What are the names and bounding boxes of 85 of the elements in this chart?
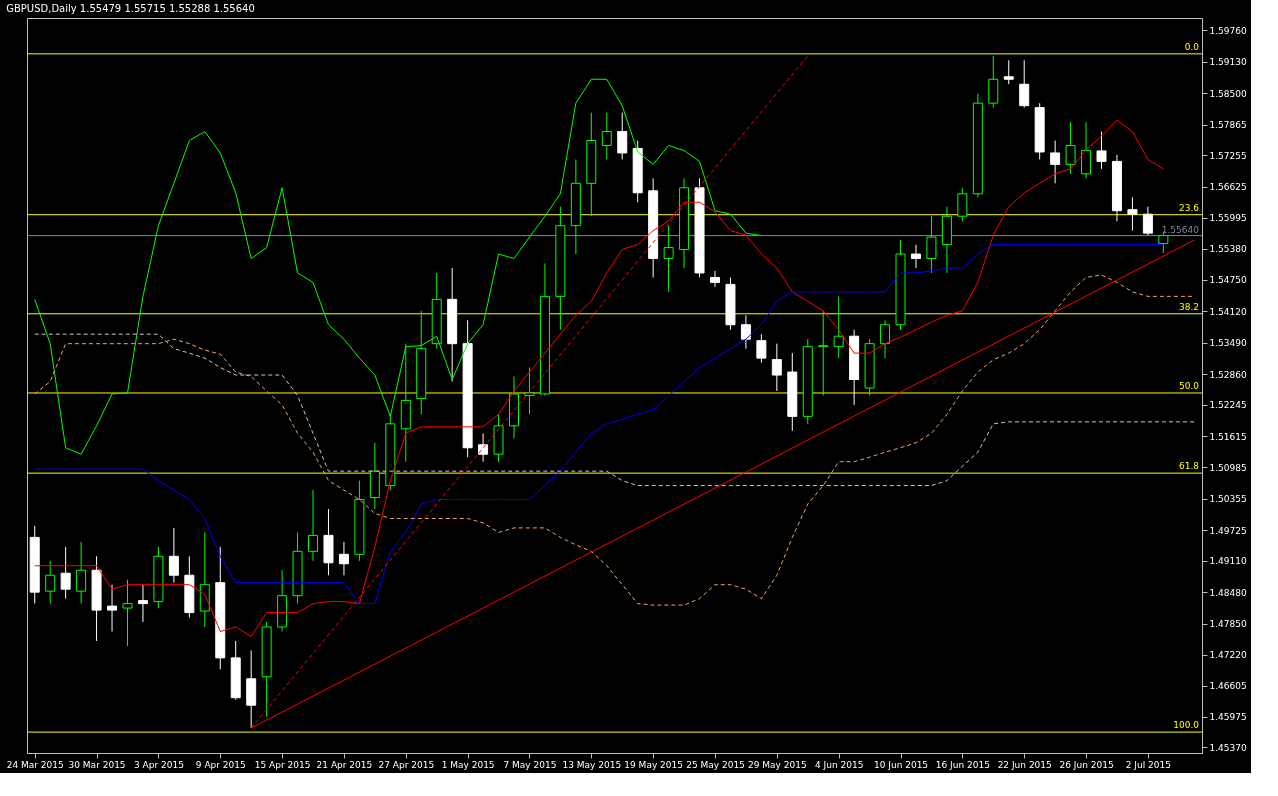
candlestick	[1019, 59, 1030, 109]
y-tick-label: 1.49110	[1209, 556, 1247, 567]
chart-title: GBPUSD,Daily 1.55479 1.55715 1.55288 1.55640	[6, 3, 255, 14]
candlestick	[880, 319, 891, 359]
candlestick	[1050, 140, 1061, 184]
candlestick	[833, 295, 844, 359]
candlestick	[338, 541, 349, 576]
candlestick	[663, 225, 674, 293]
y-tick-label: 1.48480	[1209, 587, 1247, 598]
annotation: 100.0	[1173, 720, 1200, 731]
x-tick-label: 27 Apr 2015	[378, 759, 435, 770]
y-tick-label: 1.54120	[1209, 306, 1247, 317]
candlestick	[478, 432, 489, 463]
y-tick-label: 1.54750	[1209, 275, 1247, 286]
y-tick-label: 1.50985	[1209, 462, 1247, 473]
x-tick-label: 30 Mar 2015	[68, 759, 126, 770]
candlestick	[1127, 196, 1138, 232]
candlestick	[122, 579, 133, 647]
candlestick	[308, 489, 319, 562]
candlestick	[818, 310, 829, 396]
y-tick-label: 1.45975	[1209, 712, 1247, 723]
y-tick-label: 1.57865	[1209, 120, 1247, 131]
y-tick-label: 1.53490	[1209, 338, 1247, 349]
candlestick	[1065, 121, 1076, 175]
x-tick-label: 2 Jul 2015	[1125, 759, 1171, 770]
candlestick	[926, 215, 937, 274]
x-tick-label: 7 May 2015	[503, 759, 557, 770]
y-tick-label: 1.50355	[1209, 494, 1247, 505]
candlestick	[709, 270, 720, 288]
candlestick	[60, 546, 71, 600]
candlestick	[137, 584, 148, 623]
y-tick-label: 1.47850	[1209, 619, 1247, 630]
candlestick	[988, 55, 999, 109]
candlestick	[1096, 131, 1107, 170]
candlestick	[1142, 206, 1153, 236]
candlestick	[957, 187, 968, 222]
annotation: 38.2	[1178, 301, 1199, 312]
x-tick-label: 26 Jun 2015	[1059, 759, 1114, 770]
ref-line-label: 1.55640	[1161, 224, 1200, 235]
x-tick-label: 21 Apr 2015	[316, 759, 373, 770]
x-tick-label: 19 May 2015	[624, 759, 683, 770]
y-tick-label: 1.49725	[1209, 525, 1247, 536]
x-tick-label: 25 May 2015	[686, 759, 745, 770]
candlestick	[601, 112, 612, 160]
y-tick-label: 1.57255	[1209, 150, 1247, 161]
x-tick-label: 16 Jun 2015	[935, 759, 990, 770]
candlestick	[76, 541, 87, 605]
candlestick	[45, 560, 56, 605]
candlestick	[910, 244, 921, 269]
candlestick	[740, 314, 751, 350]
annotation: 23.6	[1178, 202, 1200, 213]
y-tick-label: 1.58500	[1209, 88, 1247, 99]
x-tick-label: 15 Apr 2015	[254, 759, 311, 770]
candlestick	[168, 527, 179, 584]
annotation: 61.8	[1178, 461, 1200, 472]
y-tick-label: 1.45370	[1209, 742, 1247, 753]
y-tick-label: 1.51615	[1209, 431, 1247, 442]
y-tick-label: 1.46605	[1209, 681, 1247, 692]
x-tick-label: 22 Jun 2015	[997, 759, 1052, 770]
candlestick	[617, 112, 628, 160]
x-tick-label: 10 Jun 2015	[873, 759, 929, 770]
candlestick	[1003, 59, 1014, 85]
y-tick-label: 1.59760	[1209, 25, 1247, 36]
y-tick-label: 1.52860	[1209, 369, 1247, 380]
annotation: 0.0	[1184, 41, 1200, 52]
x-tick-label: 1 May 2015	[441, 759, 495, 770]
candlestick	[1158, 231, 1169, 254]
x-tick-label: 24 Mar 2015	[6, 759, 64, 770]
x-tick-label: 29 May 2015	[747, 759, 807, 770]
x-tick-label: 9 Apr 2015	[195, 759, 246, 770]
candlestick	[1081, 121, 1092, 179]
y-tick-label: 1.55380	[1209, 244, 1247, 255]
x-tick-label: 4 Jun 2015	[814, 759, 864, 770]
candlestick	[771, 343, 782, 392]
y-tick-label: 1.52245	[1209, 400, 1247, 411]
annotation: 50.0	[1178, 380, 1200, 391]
x-tick-label: 3 Apr 2015	[133, 759, 184, 770]
y-tick-label: 1.59130	[1209, 57, 1247, 68]
candlestick	[524, 367, 535, 415]
x-tick-label: 13 May 2015	[562, 759, 622, 770]
candlestick	[107, 584, 118, 632]
candlestick	[756, 333, 767, 364]
y-tick-label: 1.55995	[1209, 213, 1247, 224]
y-tick-label: 1.47220	[1209, 650, 1247, 661]
y-tick-label: 1.56625	[1209, 182, 1247, 193]
